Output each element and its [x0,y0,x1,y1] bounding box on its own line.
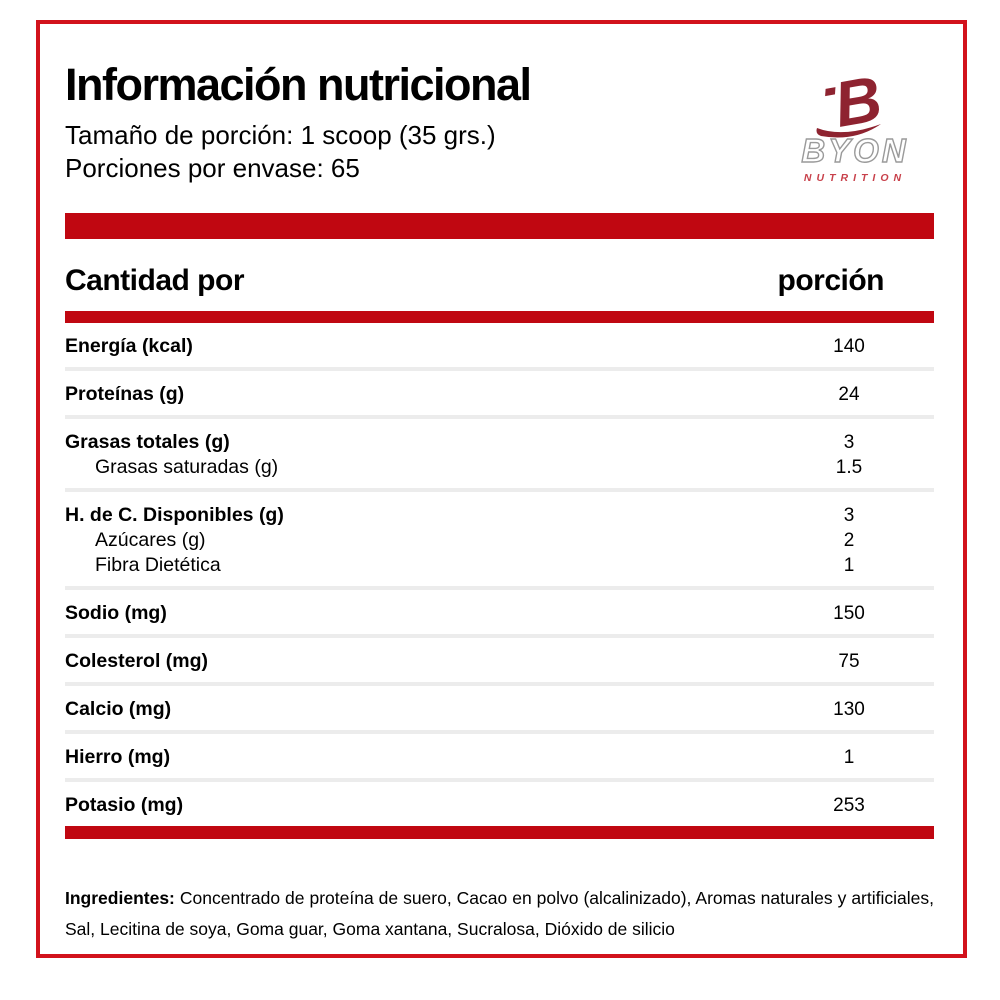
table-row: H. de C. Disponibles (g) 3 [65,503,934,528]
table-row: Calcio (mg) 130 [65,697,934,722]
brand-tagline: NUTRITION [803,172,907,184]
nutrient-value: 1 [843,554,855,576]
nutrient-label: Potasio (mg) [65,793,184,816]
nutrient-label: Energía (kcal) [65,334,193,357]
nutrient-value: 140 [833,335,865,357]
nutrient-value: 1 [843,746,855,768]
ingredients-label: Ingredientes: [65,887,175,908]
table-row: Hierro (mg) 1 [65,745,934,770]
nutrient-label: Hierro (mg) [65,745,171,768]
nutrient-label: H. de C. Disponibles (g) [65,503,284,526]
table-row: Fibra Dietética 1 [65,553,934,578]
byon-b-mark-icon: B [816,66,887,140]
svg-text:B: B [829,66,887,140]
nutrient-value: 75 [838,650,860,672]
header: Información nutricional Tamaño de porció… [65,62,934,186]
red-divider-header [65,310,934,323]
label-content: Información nutricional Tamaño de porció… [40,24,963,946]
nutrient-label: Sodio (mg) [65,601,167,624]
red-divider-bottom [65,825,934,839]
brand-name: BYON [801,132,909,169]
nutrient-value: 24 [838,383,860,405]
table-group: Grasas totales (g) 3 Grasas saturadas (g) 1… [65,419,934,492]
nutrient-label: Azúcares (g) [95,528,206,551]
nutrient-label: Grasas saturadas (g) [95,455,279,478]
amount-header-row: Cantidad por porción [65,239,934,311]
nutrient-value: 1.5 [835,456,863,478]
nutrient-value: 3 [843,504,855,526]
nutrient-label: Proteínas (g) [65,382,185,405]
nutrient-value: 150 [833,602,865,624]
red-divider-top [65,212,934,239]
table-row: Potasio (mg) 253 [65,793,934,818]
nutrient-value: 130 [833,698,865,720]
nutrient-label: Calcio (mg) [65,697,172,720]
table-row: Grasas totales (g) 3 [65,430,934,455]
nutrition-table-body: Energía (kcal) 140 Proteínas (g) 24 Grasas t… [65,323,934,826]
table-row: Proteínas (g) 24 [65,382,934,407]
brand-logo: B BYON NUTRITION [776,66,934,184]
amount-header-right: porción [777,263,885,297]
ingredients-text: Concentrado de proteína de suero, Cacao … [65,887,934,940]
table-row: Energía (kcal) 140 [65,334,934,359]
nutrient-value: 3 [843,431,855,453]
table-group: Proteínas (g) 24 [65,371,934,419]
table-group: Hierro (mg) 1 [65,734,934,782]
page-title: Información nutricional [65,59,532,110]
nutrient-label: Fibra Dietética [95,553,221,576]
label-frame: Información nutricional Tamaño de porció… [36,20,967,958]
table-group: Potasio (mg) 253 [65,782,934,826]
nutrient-label: Grasas totales (g) [65,430,230,453]
table-group: Calcio (mg) 130 [65,686,934,734]
nutrient-label: Colesterol (mg) [65,649,209,672]
ingredients-paragraph: Ingredientes: Concentrado de proteína de… [65,883,934,946]
table-group: Energía (kcal) 140 [65,323,934,371]
nutrient-value: 2 [843,529,855,551]
serving-size-text: Tamaño de porción: 1 scoop (35 grs.) [65,120,496,150]
table-group: Colesterol (mg) 75 [65,638,934,686]
table-row: Colesterol (mg) 75 [65,649,934,674]
table-group: Sodio (mg) 150 [65,590,934,638]
servings-per-container-text: Porciones por envase: 65 [65,153,360,184]
table-row: Azúcares (g) 2 [65,528,934,553]
table-row: Sodio (mg) 150 [65,601,934,626]
header-text-block: Información nutricional Tamaño de porció… [65,62,776,186]
nutrient-value: 253 [833,794,865,816]
table-group: H. de C. Disponibles (g) 3 Azúcares (g) 2 Fi… [65,492,934,590]
table-row: Grasas saturadas (g) 1.5 [65,455,934,480]
amount-header-left: Cantidad por [65,263,245,297]
